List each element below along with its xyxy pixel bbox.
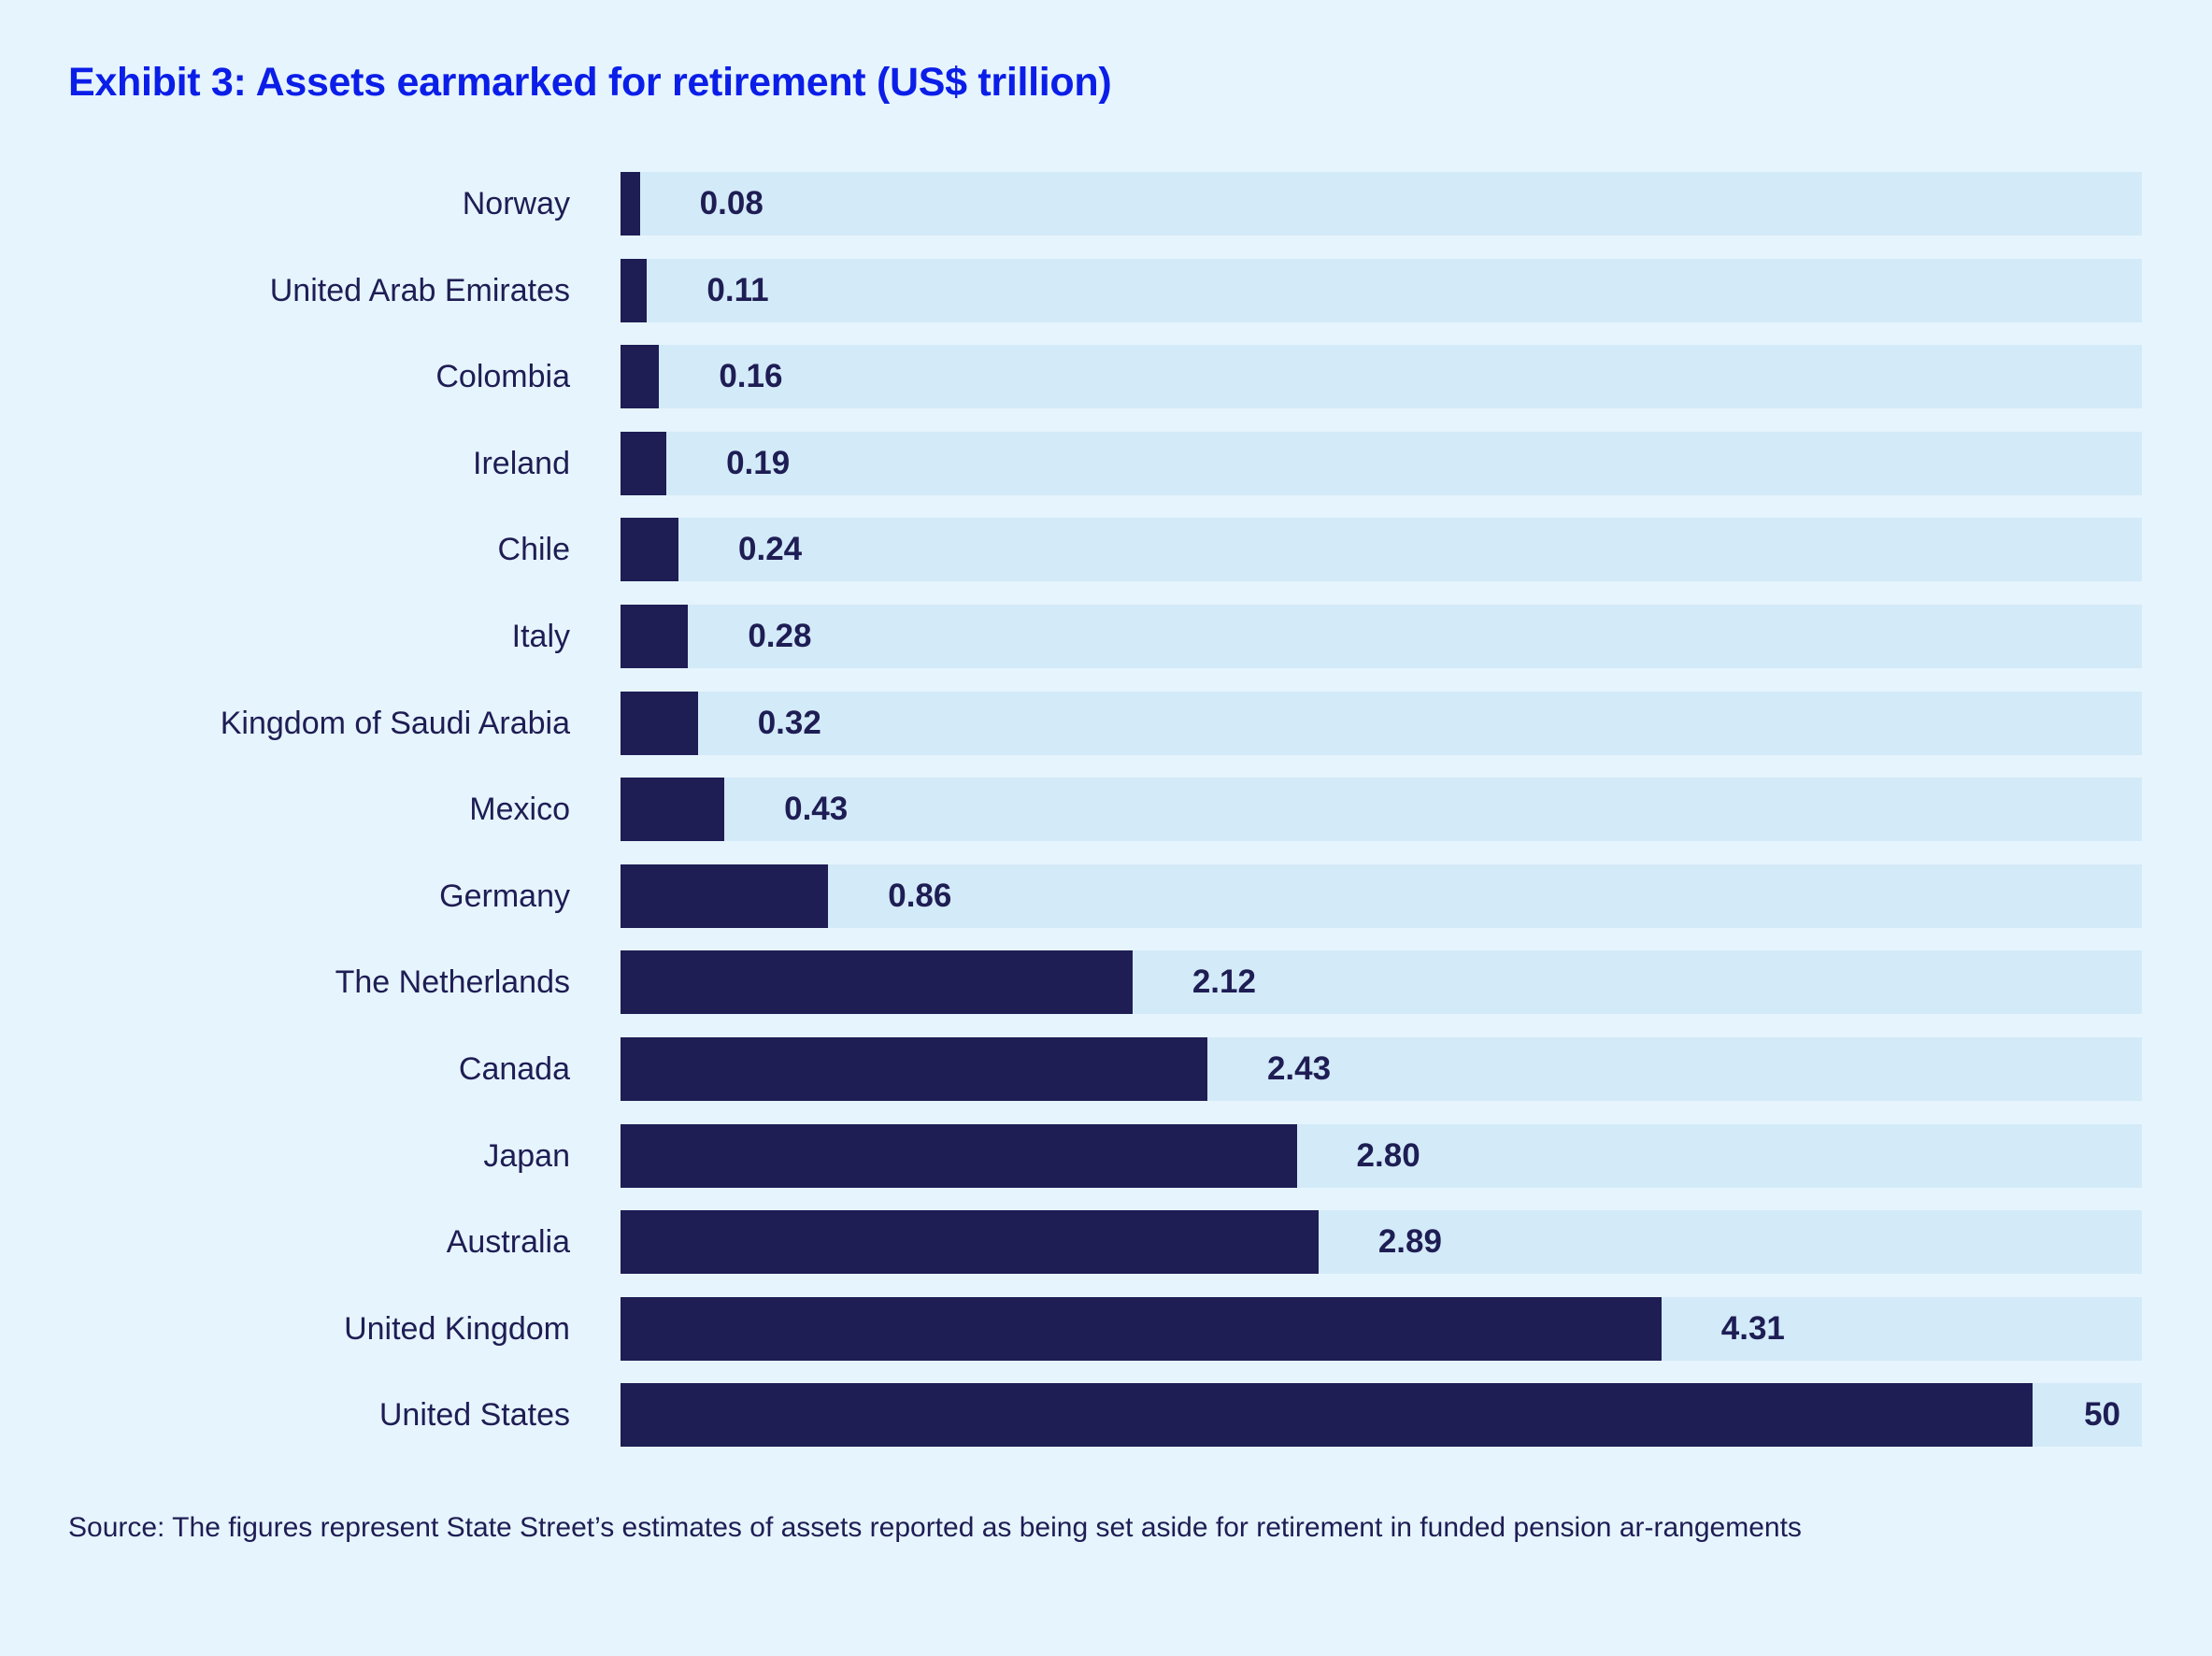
data-label: 0.86	[888, 877, 952, 914]
data-label: 50	[2084, 1396, 2120, 1434]
bar-track: 2.43	[621, 1037, 2142, 1101]
category-label: Australia	[446, 1224, 570, 1261]
data-label: 4.31	[1720, 1309, 1785, 1347]
bar-track: 0.19	[621, 431, 2142, 495]
data-label: 2.89	[1377, 1223, 1442, 1261]
data-label: 0.32	[757, 704, 821, 741]
bar	[621, 1037, 1207, 1101]
bar	[621, 431, 667, 495]
bar-track: 0.28	[621, 605, 2142, 668]
category-label: Japan	[483, 1137, 570, 1174]
bar	[621, 1123, 1297, 1188]
bar-track: 0.08	[621, 172, 2142, 236]
category-label: Canada	[458, 1051, 570, 1087]
bar-track: 2.12	[621, 950, 2142, 1015]
data-label: 0.24	[738, 531, 803, 568]
bar-track: 0.32	[621, 691, 2142, 755]
category-label: United Kingdom	[344, 1310, 570, 1347]
category-label: United States	[378, 1397, 570, 1434]
data-label: 0.11	[706, 271, 769, 308]
bar	[621, 518, 679, 582]
bar	[621, 778, 725, 842]
category-label: Kingdom of Saudi Arabia	[220, 705, 570, 741]
bar-track: 2.89	[621, 1210, 2142, 1275]
bar	[621, 950, 1133, 1015]
bar	[621, 1210, 1319, 1275]
data-label: 0.16	[719, 358, 783, 395]
bar-track: 2.80	[621, 1123, 2142, 1188]
bar	[621, 605, 689, 668]
source-note: Source: The figures represent State Stre…	[68, 1512, 1802, 1543]
data-label: 0.43	[784, 791, 849, 828]
bar	[621, 258, 648, 322]
data-label: 0.19	[726, 444, 791, 481]
category-label: Chile	[497, 532, 570, 568]
bar-track: 50	[621, 1383, 2142, 1448]
bar-track: 4.31	[621, 1296, 2142, 1361]
category-label: Italy	[511, 619, 570, 654]
bar	[621, 864, 829, 928]
bar-track: 0.43	[621, 778, 2142, 842]
category-label: Germany	[439, 878, 570, 914]
bar	[621, 691, 698, 755]
bar-track: 0.24	[621, 518, 2142, 582]
bar	[621, 172, 640, 236]
bar-chart: Norway 0.08 United Arab Emirates 0.11 Colomb…	[220, 172, 2142, 1448]
category-label: United Arab Emirates	[269, 272, 570, 308]
category-label: Norway	[462, 186, 570, 221]
data-label: 2.43	[1266, 1050, 1332, 1087]
category-label: The Netherlands	[335, 964, 570, 1001]
chart-title: Exhibit 3: Assets earmarked for retireme…	[68, 60, 1112, 105]
data-label: 2.80	[1356, 1136, 1420, 1174]
category-label: Colombia	[435, 359, 570, 395]
bar-track: 0.16	[621, 345, 2142, 409]
category-label: Ireland	[473, 445, 570, 481]
bar-track: 0.11	[621, 258, 2142, 322]
data-label: 2.12	[1192, 964, 1256, 1001]
bar-track: 0.86	[621, 864, 2142, 928]
bar	[621, 1296, 1662, 1361]
category-label: Mexico	[469, 792, 570, 828]
bar	[621, 1383, 2033, 1448]
data-label: 0.08	[699, 185, 763, 221]
data-label: 0.28	[748, 618, 812, 654]
bar	[621, 345, 660, 409]
